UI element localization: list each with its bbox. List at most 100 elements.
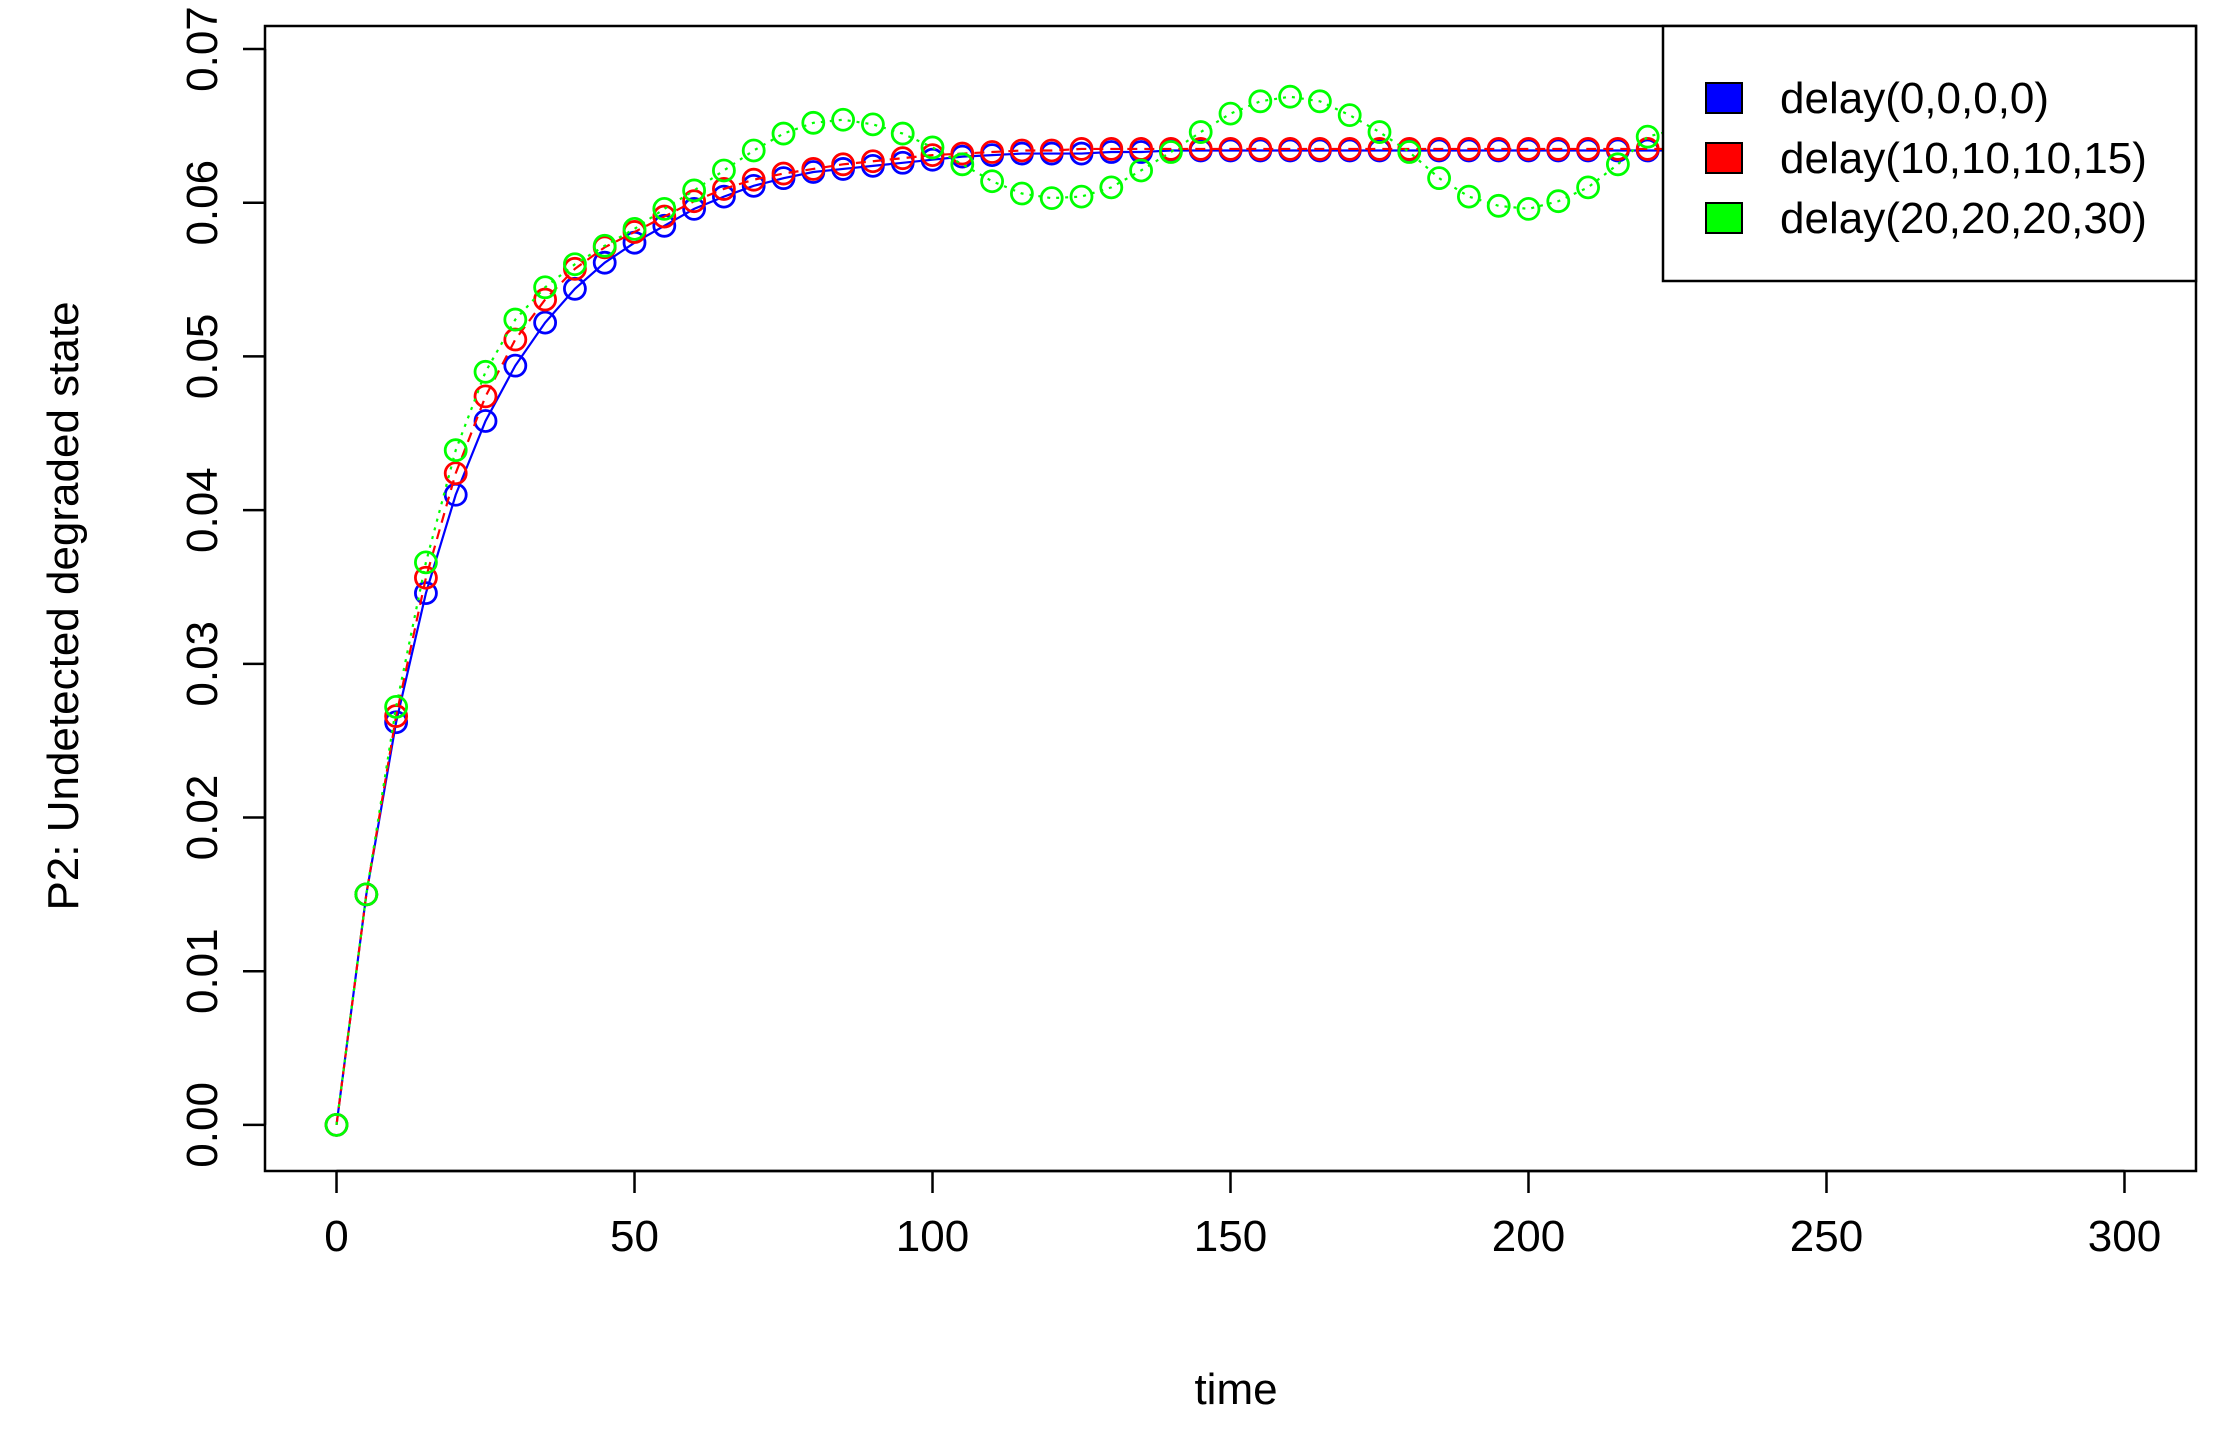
data-point xyxy=(1337,103,1362,128)
data-point xyxy=(1486,193,1511,218)
data-point xyxy=(1248,89,1273,114)
data-point xyxy=(741,167,766,192)
data-point xyxy=(384,694,409,719)
data-point xyxy=(652,204,677,229)
data-point xyxy=(503,353,528,378)
data-point xyxy=(712,177,736,201)
data-point xyxy=(1278,137,1302,161)
y-tick-label: 0.02 xyxy=(178,775,227,861)
data-point xyxy=(1188,120,1213,144)
x-tick-label: 0 xyxy=(324,1212,348,1261)
y-tick-label: 0.03 xyxy=(178,621,227,707)
data-point xyxy=(1307,89,1332,114)
data-point xyxy=(1099,175,1124,200)
data-point xyxy=(1456,184,1481,209)
data-point xyxy=(414,565,438,590)
data-point xyxy=(443,438,468,463)
legend-label: delay(20,20,20,30) xyxy=(1780,194,2147,243)
data-point xyxy=(1278,84,1302,109)
data-point xyxy=(801,157,826,181)
x-tick-label: 200 xyxy=(1492,1212,1565,1261)
data-point xyxy=(1427,137,1451,161)
data-point xyxy=(1099,137,1124,161)
legend-swatch xyxy=(1705,82,1743,114)
data-point xyxy=(324,1112,349,1137)
data-point xyxy=(1307,137,1332,161)
data-point xyxy=(682,178,707,203)
legend-label: delay(0,0,0,0) xyxy=(1780,74,2049,123)
data-point xyxy=(1367,120,1392,144)
x-tick-label: 300 xyxy=(2088,1212,2161,1261)
data-point xyxy=(1516,137,1541,161)
legend-box xyxy=(1661,24,2198,283)
legend-label: delay(10,10,10,15) xyxy=(1780,134,2147,183)
x-axis-title: time xyxy=(1194,1365,1277,1414)
data-point xyxy=(1367,137,1392,161)
data-point xyxy=(1605,137,1630,161)
data-point xyxy=(1218,137,1243,161)
data-point xyxy=(920,143,945,168)
data-point xyxy=(503,327,528,352)
data-point xyxy=(741,173,766,198)
data-point xyxy=(801,110,826,135)
data-point xyxy=(1546,137,1571,161)
data-point xyxy=(861,149,885,174)
data-point xyxy=(920,135,945,160)
data-point xyxy=(950,141,975,166)
data-point xyxy=(1039,186,1064,211)
data-point xyxy=(503,307,528,332)
x-tick-label: 50 xyxy=(610,1212,659,1261)
series-2 xyxy=(324,137,2137,1137)
data-point xyxy=(712,158,736,183)
data-point xyxy=(652,213,677,238)
data-point xyxy=(1486,137,1511,161)
data-point xyxy=(1605,152,1630,177)
data-point xyxy=(1546,189,1571,214)
data-point xyxy=(443,461,468,486)
data-point xyxy=(980,140,1005,164)
data-point xyxy=(1427,166,1451,191)
data-point xyxy=(1635,137,1660,161)
y-axis-title: P2: Undetected degraded state xyxy=(39,301,88,910)
data-point xyxy=(1576,175,1600,200)
data-point xyxy=(682,196,707,221)
data-point xyxy=(1010,138,1034,163)
data-point xyxy=(1129,158,1154,183)
y-tick-label: 0.05 xyxy=(178,314,227,400)
data-point xyxy=(1069,137,1094,161)
data-point xyxy=(1456,137,1481,161)
data-point xyxy=(473,359,498,384)
data-point xyxy=(890,121,915,146)
data-point xyxy=(533,310,558,335)
x-tick-label: 250 xyxy=(1790,1212,1863,1261)
data-point xyxy=(950,152,975,177)
data-point xyxy=(712,184,736,209)
y-axis: 0.00 0.01 0.02 0.03 0.04 0.05 0.06 0.07 xyxy=(178,6,267,1168)
x-axis: 0 50 100 150 200 250 300 xyxy=(324,1169,2161,1261)
data-point xyxy=(831,107,856,132)
x-tick-label: 150 xyxy=(1194,1212,1267,1261)
data-point xyxy=(1576,137,1600,161)
data-point xyxy=(592,233,617,258)
legend: delay(0,0,0,0) delay(10,10,10,15) delay(20… xyxy=(1661,24,2198,283)
data-point xyxy=(861,112,885,137)
series-line xyxy=(335,149,2125,1126)
y-tick-label: 0.07 xyxy=(178,6,227,92)
data-point xyxy=(1069,184,1094,209)
series-1 xyxy=(324,138,2137,1137)
x-tick-label: 100 xyxy=(896,1212,969,1261)
data-point xyxy=(771,121,796,146)
y-tick-label: 0.00 xyxy=(178,1082,227,1168)
data-point xyxy=(1248,137,1273,161)
data-point xyxy=(622,216,647,241)
data-point xyxy=(1218,101,1243,126)
data-point xyxy=(980,169,1005,194)
data-point xyxy=(771,161,796,186)
data-point xyxy=(1516,196,1541,221)
data-point xyxy=(592,250,617,275)
data-point xyxy=(1010,181,1034,206)
data-point xyxy=(414,550,438,575)
data-point xyxy=(563,252,587,277)
data-point xyxy=(1635,124,1660,149)
data-point xyxy=(831,152,856,177)
